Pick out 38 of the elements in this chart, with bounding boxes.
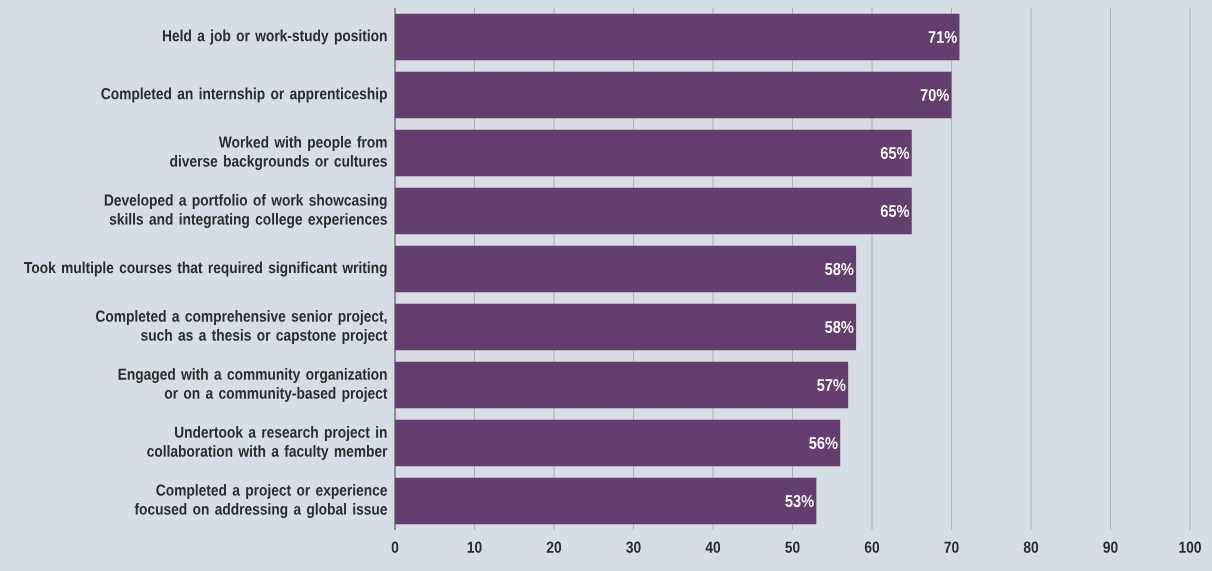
y-tick-label: Completed an internship or apprenticeship [101,87,387,103]
bar [395,129,912,177]
y-tick-label: Completed a project or experience focused on addressing a global issue [134,484,387,518]
bar [395,187,912,235]
bar [395,361,849,409]
x-tick-label: 50 [785,541,800,553]
x-tick-label: 10 [467,541,482,553]
bar [395,245,857,293]
data-label: 58% [825,262,854,276]
bar [395,419,841,467]
data-label: 58% [825,320,854,334]
bar [395,71,952,119]
x-tick-label: 100 [1179,541,1201,553]
x-tick-label: 80 [1023,541,1039,553]
y-tick-label: Held a job or work-study position [162,29,387,45]
y-tick-label: Completed a comprehensive senior project, such as a thesis or capstone project [96,310,388,344]
data-label: 65% [880,146,910,160]
data-label: 56% [809,436,838,450]
x-tick-label: 60 [864,541,880,553]
x-tick-label: 0 [391,541,399,553]
x-tick-label: 30 [626,541,641,553]
y-tick-label: Took multiple courses that required significant writing [24,261,387,277]
x-tick-label: 70 [944,541,959,553]
bar [395,13,960,61]
data-label: 71% [928,31,957,43]
bar [395,303,857,351]
data-label: 70% [920,88,949,102]
data-label: 57% [817,379,846,392]
data-label: 53% [785,494,814,508]
x-tick-label: 90 [1103,541,1118,553]
y-tick-label: Developed a portfolio of work showcasing skills and integrating college experiences [104,194,387,228]
data-label: 65% [880,204,910,218]
y-tick-label: Worked with people from diverse backgrounds or cultures [170,136,387,170]
x-tick-label: 20 [546,541,562,553]
x-tick-label: 40 [705,541,721,553]
y-tick-label: Undertook a research project in collaboration with a faculty member [147,426,388,460]
bar [395,477,817,525]
y-tick-label: Engaged with a community organization or on a community-based project [118,368,388,402]
